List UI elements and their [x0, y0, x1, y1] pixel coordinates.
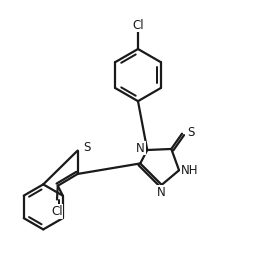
Text: NH: NH — [181, 164, 198, 177]
Text: N: N — [136, 142, 145, 155]
Text: S: S — [83, 141, 90, 154]
Text: Cl: Cl — [51, 205, 63, 218]
Text: Cl: Cl — [132, 19, 144, 32]
Text: S: S — [187, 126, 194, 139]
Text: N: N — [157, 186, 166, 199]
